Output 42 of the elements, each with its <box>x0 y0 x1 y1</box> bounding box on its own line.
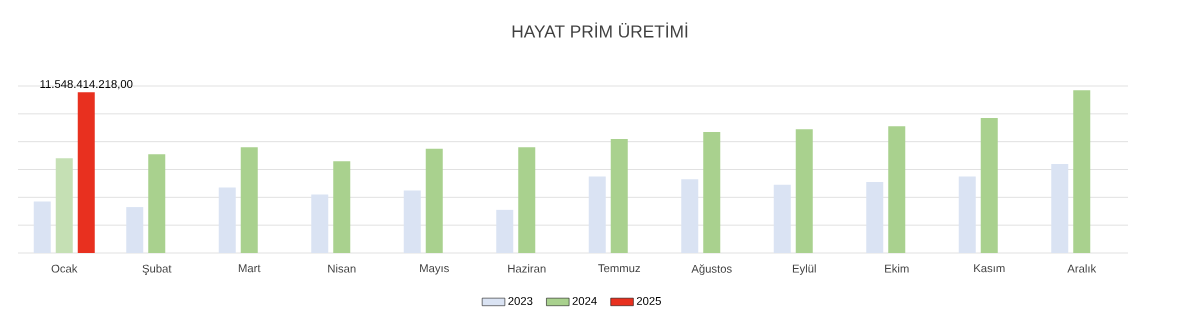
x-tick-label: Eylül <box>792 264 816 275</box>
bar <box>588 176 606 254</box>
bar <box>77 92 95 254</box>
chart-title: HAYAT PRİM ÜRETİMİ <box>512 22 688 38</box>
bar <box>218 187 236 254</box>
bar <box>403 190 421 254</box>
x-tick-label: Şubat <box>142 264 172 275</box>
bar <box>958 176 976 254</box>
bar <box>703 131 721 254</box>
bar <box>980 118 998 254</box>
bar <box>126 207 144 254</box>
bar <box>610 138 628 254</box>
bar <box>518 147 536 254</box>
bar <box>333 161 351 254</box>
x-tick-label: Ekim <box>885 264 909 273</box>
x-tick-label: Kasım <box>974 264 1005 273</box>
bar <box>795 129 813 254</box>
bar <box>148 154 166 254</box>
bar <box>496 209 514 254</box>
legend-label: 2025 <box>636 297 661 305</box>
bar <box>240 147 258 254</box>
x-tick-label: Nisan <box>328 264 356 273</box>
bar <box>33 201 51 254</box>
x-tick-label: Mayıs <box>420 264 449 275</box>
bar <box>866 182 884 254</box>
x-tick-label: Ağustos <box>691 264 732 275</box>
legend-label: 2023 <box>508 297 533 305</box>
bar <box>681 179 699 254</box>
legend-label: 2024 <box>572 297 597 305</box>
bar <box>1073 90 1091 254</box>
bar <box>1051 163 1069 254</box>
bar <box>888 126 906 254</box>
x-tick-label: Haziran <box>508 264 546 273</box>
x-tick-label: Mart <box>238 264 261 273</box>
x-tick-label: Aralık <box>1067 264 1097 273</box>
x-tick-label: Ocak <box>51 264 78 273</box>
x-tick-label: Temmuz <box>598 264 641 273</box>
bar <box>425 148 443 254</box>
data-label: 11.548.414.218,00 <box>40 80 133 90</box>
bar <box>773 184 791 254</box>
bar <box>55 158 73 254</box>
bar <box>311 194 329 254</box>
